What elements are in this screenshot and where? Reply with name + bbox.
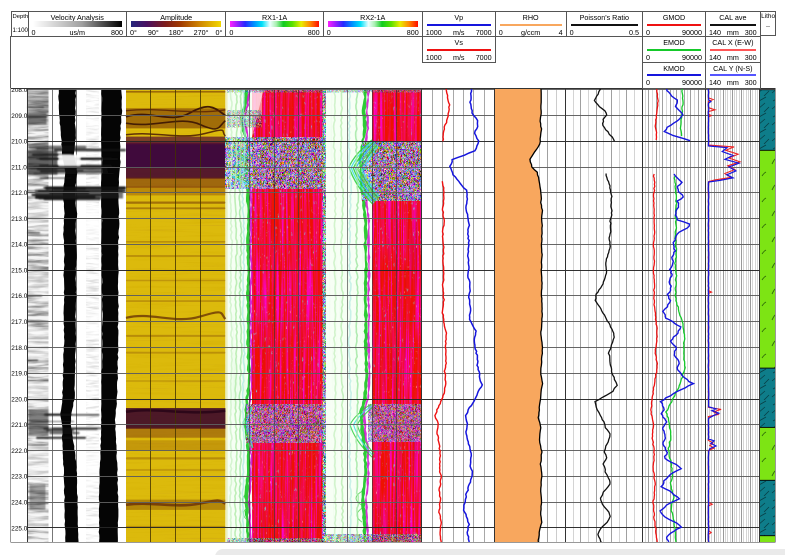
svg-text:216.0: 216.0 (11, 293, 27, 300)
svg-text:224.0: 224.0 (11, 500, 27, 507)
svg-text:215.0: 215.0 (11, 268, 27, 275)
svg-text:225.0: 225.0 (11, 525, 27, 532)
svg-text:220.0: 220.0 (11, 396, 27, 403)
svg-text:217.0: 217.0 (11, 319, 27, 326)
svg-text:212.0: 212.0 (11, 190, 27, 197)
svg-text:223.0: 223.0 (11, 474, 27, 481)
svg-text:209.0: 209.0 (11, 113, 27, 120)
svg-text:222.0: 222.0 (11, 448, 27, 455)
svg-text:219.0: 219.0 (11, 371, 27, 378)
svg-text:211.0: 211.0 (11, 164, 27, 171)
svg-text:214.0: 214.0 (11, 242, 27, 249)
svg-text:221.0: 221.0 (11, 422, 27, 429)
svg-text:210.0: 210.0 (11, 139, 27, 146)
svg-text:213.0: 213.0 (11, 216, 27, 223)
svg-text:208.0: 208.0 (11, 87, 27, 94)
svg-text:218.0: 218.0 (11, 345, 27, 352)
